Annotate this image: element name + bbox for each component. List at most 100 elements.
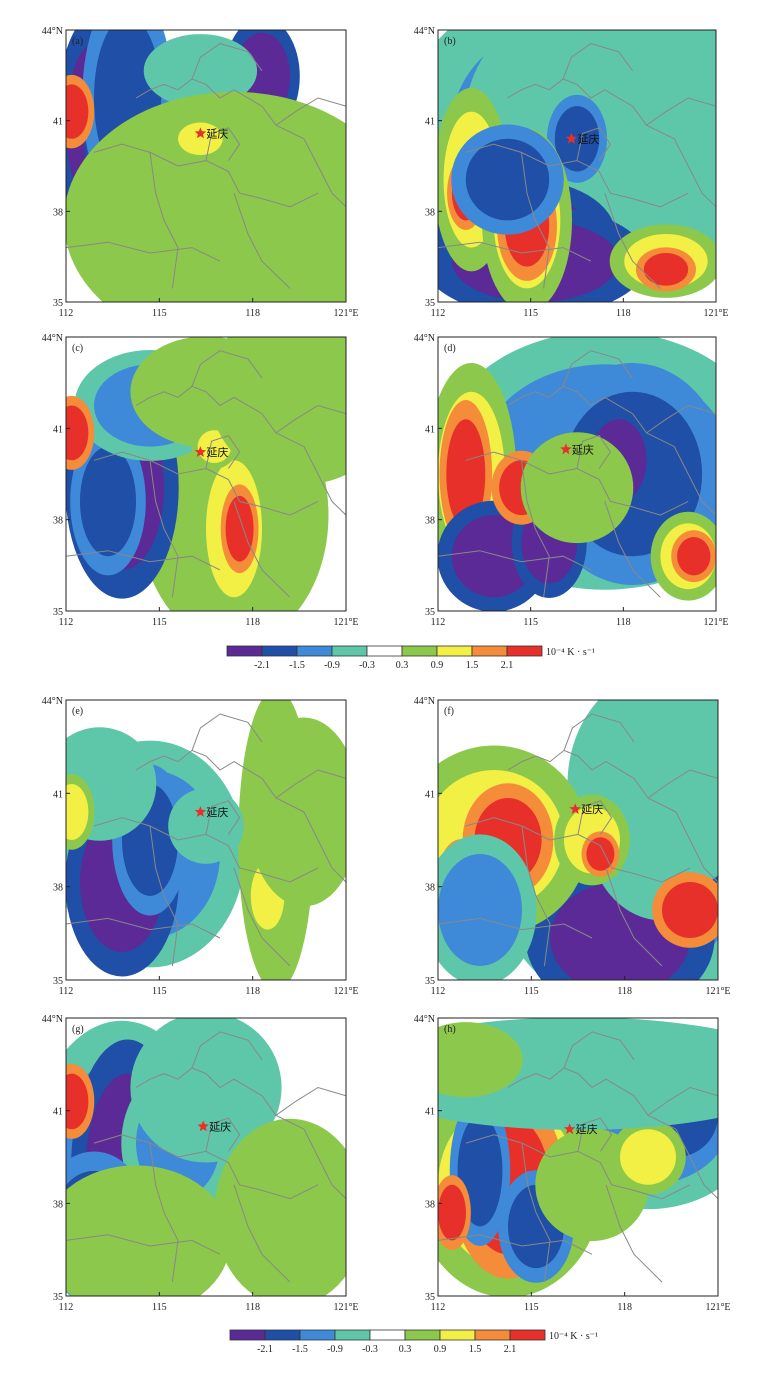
city-label: 延庆 [209, 1119, 231, 1133]
city-star-icon [560, 443, 572, 455]
border-line [675, 1128, 718, 1200]
province-borders [438, 350, 716, 598]
contour-blob [66, 84, 89, 139]
y-axis: 35 38 41 44°N [42, 333, 70, 618]
x-tick-label: 118 [617, 1302, 632, 1313]
city-label: 延庆 [206, 805, 228, 819]
panel-label: (e) [72, 706, 83, 717]
colorbar-level: -0.3 [362, 1344, 378, 1355]
colorbar-level: 2.1 [501, 660, 514, 671]
y-axis: 35 38 41 44°N [42, 696, 70, 987]
y-tick-label: 38 [425, 1199, 435, 1210]
province-borders [66, 1031, 346, 1283]
contour-field [438, 1018, 718, 1296]
x-tick-label: 118 [245, 986, 260, 997]
contour-blob [66, 784, 89, 840]
border-line [135, 749, 305, 813]
colorbar-swatch [404, 1329, 441, 1341]
colorbar-level: -2.1 [254, 660, 270, 671]
x-tick-label: 115 [523, 308, 538, 319]
contour-blob [643, 253, 689, 286]
city-star-icon [569, 803, 581, 815]
panel-d: (d) 延庆 112 115 118 121°E 35 38 41 44°N [414, 333, 729, 628]
panel-frame [437, 336, 717, 612]
panel-frame [437, 29, 717, 303]
border-line [303, 811, 346, 883]
border-line [205, 1117, 241, 1152]
panel-frame [65, 336, 347, 612]
border-line [303, 138, 346, 208]
contour-blob [66, 1073, 89, 1130]
border-line [604, 501, 661, 598]
contour-field [66, 1018, 346, 1296]
city-star-icon [194, 127, 207, 139]
x-tick-label: 118 [245, 617, 260, 628]
contour-blob [677, 537, 711, 576]
border-line [149, 825, 179, 967]
border-line [576, 435, 612, 469]
colorbar-level: 0.9 [434, 1344, 447, 1355]
border-line [135, 385, 305, 448]
border-line [520, 460, 550, 598]
contour-blob [66, 405, 89, 461]
border-line [577, 800, 613, 835]
y-tick-label: 38 [53, 883, 63, 894]
panel-frame [437, 1017, 719, 1297]
border-line [93, 1134, 319, 1200]
y-tick-label: 41 [425, 117, 435, 128]
colorbar-swatch [509, 1329, 546, 1341]
border-line [646, 404, 716, 434]
border-line [438, 241, 592, 262]
border-line [465, 143, 689, 208]
x-tick-label: 121°E [333, 1302, 358, 1313]
city-star-icon [565, 132, 578, 144]
x-tick-label: 118 [617, 986, 632, 997]
panel-h: (h) 延庆 112 115 118 121°E 35 38 41 44°N [414, 1014, 731, 1313]
contour-blob [620, 1129, 676, 1185]
contour-blob [158, 43, 243, 98]
colorbar-swatch [401, 645, 438, 657]
contour-field [66, 337, 346, 611]
contour-field [438, 337, 716, 611]
border-line [66, 550, 221, 571]
x-axis: 112 115 118 121°E [431, 607, 729, 628]
border-line [563, 713, 635, 751]
border-line [149, 1143, 179, 1283]
border-line [465, 451, 689, 516]
city-label: 延庆 [577, 132, 599, 146]
colorbar-level: -0.3 [359, 660, 375, 671]
province-borders [438, 43, 716, 289]
x-tick-label: 112 [59, 986, 74, 997]
y-axis: 35 38 41 44°N [414, 26, 442, 309]
border-line [438, 550, 592, 571]
panel-g: (g) 延庆 112 115 118 121°E 35 38 41 44°N [42, 1014, 359, 1313]
x-tick-label: 115 [524, 1302, 539, 1313]
y-axis: 35 38 41 44°N [42, 26, 70, 309]
contour-blob [80, 446, 136, 557]
y-tick-label: 44°N [414, 1014, 435, 1025]
x-tick-label: 121°E [333, 617, 358, 628]
colorbar-swatch [331, 645, 368, 657]
colorbar-unit: 10⁻⁴ K · s⁻¹ [549, 1331, 598, 1342]
x-tick-label: 115 [523, 617, 538, 628]
x-axis: 112 115 118 121°E [59, 298, 359, 319]
y-tick-label: 35 [53, 976, 63, 987]
contour-field [438, 30, 716, 302]
border-line [135, 78, 305, 140]
panel-frame [65, 1017, 347, 1297]
colorbar-swatch [369, 1329, 406, 1341]
border-line [191, 713, 263, 751]
colorbar-swatch [334, 1329, 371, 1341]
panel-frame [65, 29, 347, 303]
border-line [191, 350, 263, 387]
contour-blob [438, 854, 522, 966]
border-line [275, 97, 346, 126]
contour-blob [465, 138, 550, 221]
border-line [562, 43, 634, 80]
border-line [191, 1031, 263, 1069]
border-line [521, 1143, 551, 1283]
y-tick-label: 38 [53, 1199, 63, 1210]
border-line [205, 435, 241, 469]
border-line [66, 917, 221, 939]
